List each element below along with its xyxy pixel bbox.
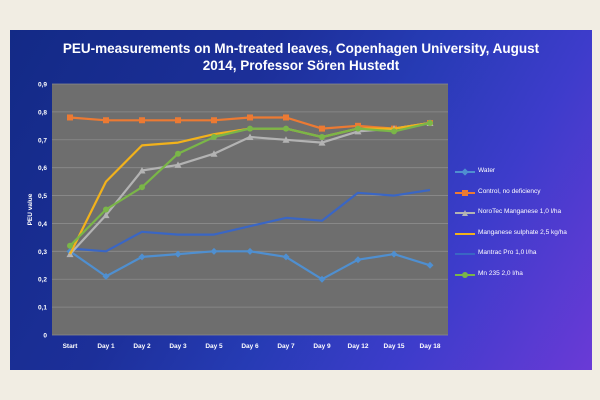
data-point-mn-235-2-0-l-ha: [355, 125, 361, 132]
legend-label: Mantrac Pro 1,0 l/ha: [478, 249, 537, 256]
y-axis-label: PEU value: [27, 193, 34, 225]
x-tick-label: Day 3: [169, 343, 187, 350]
data-point-water: [426, 261, 434, 269]
data-point-control-no-deficiency: [247, 114, 253, 121]
data-point-mn-235-2-0-l-ha: [391, 128, 397, 135]
data-point-water: [210, 247, 218, 255]
data-point-water: [246, 247, 254, 255]
data-point-water: [354, 256, 362, 264]
data-point-mn-235-2-0-l-ha: [175, 150, 181, 157]
data-point-control-no-deficiency: [175, 117, 181, 124]
legend-item: Control, no deficiency: [455, 188, 590, 206]
legend-swatch: [455, 208, 475, 218]
legend-swatch: [455, 249, 475, 259]
x-tick-label: Day 15: [384, 343, 405, 350]
x-tick-label: Start: [63, 343, 79, 350]
data-point-water: [174, 250, 182, 258]
data-point-mn-235-2-0-l-ha: [319, 133, 325, 140]
data-point-mn-235-2-0-l-ha: [139, 184, 145, 191]
legend-swatch-marker: [462, 189, 468, 196]
x-tick-label: Day 1: [97, 343, 115, 350]
chart-title: PEU-measurements on Mn-treated leaves, C…: [10, 40, 592, 74]
x-tick-label: Day 7: [277, 343, 295, 350]
data-point-water: [318, 275, 326, 283]
legend-label: Control, no deficiency: [478, 187, 541, 195]
legend-swatch-marker: [462, 271, 468, 278]
x-tick-label: Day 2: [133, 343, 151, 350]
x-tick-label: Day 9: [313, 343, 331, 350]
legend-swatch: [455, 188, 475, 198]
x-tick-label: Day 18: [420, 343, 441, 350]
data-point-control-no-deficiency: [139, 117, 145, 124]
chart-title-line-2: 2014, Professor Sören Hustedt: [202, 58, 400, 73]
data-point-norotec-manganese-1-0-l-ha: [246, 133, 254, 140]
data-point-control-no-deficiency: [211, 117, 217, 124]
data-point-water: [282, 253, 290, 261]
data-point-water: [390, 250, 398, 258]
legend-swatch-line: [455, 253, 475, 255]
x-tick-label: Day 6: [241, 343, 259, 350]
legend-swatch-marker: [461, 168, 469, 176]
legend-label: Water: [478, 167, 496, 174]
legend-swatch-line: [455, 232, 475, 235]
legend-label: NoroTec Manganese 1,0 l/ha: [478, 208, 562, 215]
x-tick-label: Day 5: [205, 343, 223, 350]
x-tick-label: Day 12: [348, 343, 369, 350]
y-tick-label: 0,7: [38, 137, 47, 144]
legend-item: Mantrac Pro 1,0 l/ha: [455, 249, 590, 267]
data-point-control-no-deficiency: [67, 114, 73, 121]
y-tick-label: 0,4: [38, 221, 47, 228]
legend-label: Mn 235 2,0 l/ha: [478, 269, 523, 277]
data-point-mn-235-2-0-l-ha: [67, 242, 73, 249]
legend-swatch: [455, 167, 475, 177]
legend-item: Manganese sulphate 2,5 kg/ha: [455, 229, 590, 247]
data-point-norotec-manganese-1-0-l-ha: [318, 139, 326, 146]
legend-item: Water: [455, 167, 590, 185]
data-point-norotec-manganese-1-0-l-ha: [174, 161, 182, 168]
data-point-water: [102, 272, 110, 280]
data-point-mn-235-2-0-l-ha: [103, 206, 109, 213]
data-point-control-no-deficiency: [283, 114, 289, 121]
y-tick-label: 0,2: [38, 277, 47, 284]
y-tick-label: 0: [43, 333, 47, 340]
chart-title-line-1: PEU-measurements on Mn-treated leaves, C…: [62, 41, 540, 56]
legend-item: NoroTec Manganese 1,0 l/ha: [455, 208, 590, 226]
legend-swatch-marker: [462, 210, 468, 216]
data-point-mn-235-2-0-l-ha: [247, 125, 253, 132]
data-point-control-no-deficiency: [103, 117, 109, 124]
legend-swatch: [455, 270, 475, 280]
data-point-water: [138, 253, 146, 261]
data-point-norotec-manganese-1-0-l-ha: [138, 166, 146, 174]
data-point-mn-235-2-0-l-ha: [283, 125, 289, 132]
line-chart: 0 0,1 0,2 0,3 0,4 0,5 0,6 0,7 0,8 0,9 Start Day 1 Da…: [27, 82, 448, 350]
series-line-mantrac-pro-1-0-l-ha: [69, 188, 431, 253]
y-tick-label: 0,8: [38, 109, 47, 116]
y-tick-label: 0,9: [38, 82, 47, 89]
legend-swatch: [455, 229, 475, 239]
legend-label: Manganese sulphate 2,5 kg/ha: [478, 228, 567, 236]
chart-legend: Water Control, no deficiency NoroTec Manga…: [455, 167, 590, 290]
y-tick-label: 0,1: [38, 305, 47, 312]
data-point-norotec-manganese-1-0-l-ha: [210, 150, 218, 157]
data-point-norotec-manganese-1-0-l-ha: [102, 211, 110, 219]
data-point-norotec-manganese-1-0-l-ha: [282, 136, 290, 143]
slide: 0 0,1 0,2 0,3 0,4 0,5 0,6 0,7 0,8 0,9 Start Day 1 Da…: [10, 30, 592, 370]
data-point-mn-235-2-0-l-ha: [211, 133, 217, 140]
legend-item: Mn 235 2,0 l/ha: [455, 270, 590, 288]
data-point-mn-235-2-0-l-ha: [427, 120, 433, 127]
data-point-control-no-deficiency: [319, 125, 325, 132]
y-tick-label: 0,5: [38, 193, 47, 200]
y-tick-label: 0,3: [38, 249, 47, 256]
y-tick-label: 0,6: [38, 165, 47, 172]
